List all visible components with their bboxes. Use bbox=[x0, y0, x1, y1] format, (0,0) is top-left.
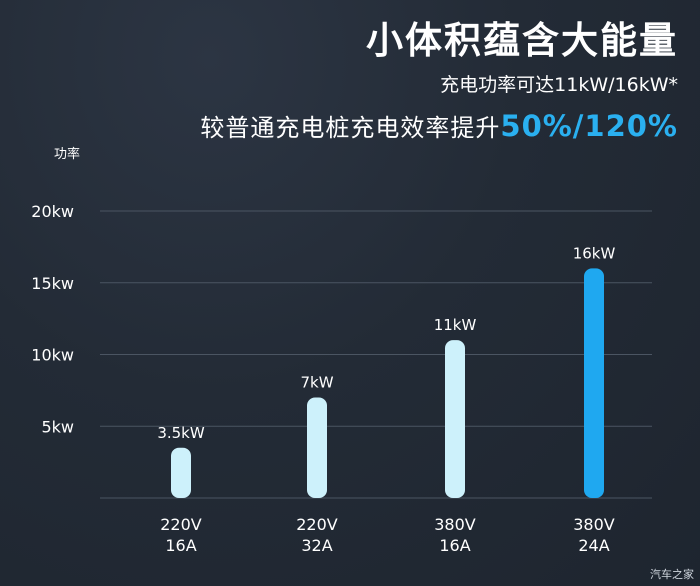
bar bbox=[584, 268, 604, 498]
y-axis-title: 功率 bbox=[54, 146, 80, 162]
y-tick-label: 10kw bbox=[31, 346, 74, 365]
efficiency-prefix: 较普通充电桩充电效率提升 bbox=[200, 114, 501, 142]
bar bbox=[307, 397, 327, 498]
y-tick-label: 20kw bbox=[31, 202, 74, 221]
power-subtitle: 充电功率可达11kW/16kW* bbox=[440, 74, 678, 96]
bar bbox=[445, 340, 465, 498]
x-category-label-voltage: 220V bbox=[296, 515, 338, 534]
x-category-label-current: 32A bbox=[301, 536, 332, 555]
efficiency-line: 较普通充电桩充电效率提升50%/120% bbox=[200, 108, 678, 143]
data-label: 7kW bbox=[300, 374, 333, 392]
data-label: 16kW bbox=[573, 244, 616, 262]
data-label: 11kW bbox=[434, 316, 477, 334]
bar bbox=[171, 447, 191, 498]
y-tick-label: 15kw bbox=[31, 274, 74, 293]
y-tick-label: 5kw bbox=[41, 417, 74, 436]
page-title: 小体积蕴含大能量 bbox=[366, 19, 678, 62]
watermark: 汽车之家 bbox=[650, 568, 694, 581]
x-category-label-voltage: 380V bbox=[573, 515, 615, 534]
x-category-label-current: 16A bbox=[165, 536, 196, 555]
data-label: 3.5kW bbox=[157, 424, 205, 442]
x-category-label-voltage: 380V bbox=[434, 515, 476, 534]
efficiency-highlight: 50%/120% bbox=[500, 109, 678, 143]
x-category-label-current: 24A bbox=[578, 536, 609, 555]
x-category-label-voltage: 220V bbox=[160, 515, 202, 534]
x-category-label-current: 16A bbox=[439, 536, 470, 555]
